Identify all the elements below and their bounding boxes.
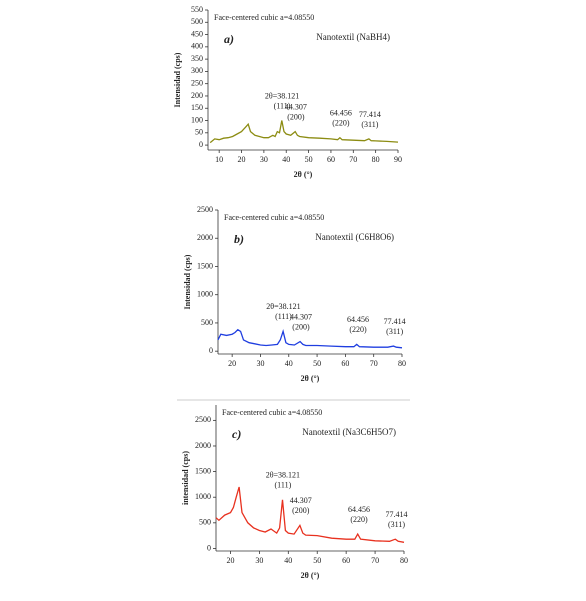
x-tick-label: 40 — [285, 359, 293, 368]
y-tick-label: 500 — [191, 17, 203, 26]
x-axis-label: 2θ (°) — [301, 571, 320, 580]
y-tick-label: 2500 — [195, 415, 211, 424]
x-tick-label: 10 — [215, 155, 223, 164]
x-tick-label: 20 — [226, 556, 234, 565]
series-label: Nanotextil (C6H8O6) — [315, 232, 394, 242]
peak-label: 44.307 — [290, 312, 312, 321]
panel-label: a) — [224, 32, 234, 46]
y-tick-label: 1000 — [197, 290, 213, 299]
peak-label: 77.414 — [384, 317, 406, 326]
peak-hkl: (311) — [386, 327, 403, 336]
peak-hkl: (200) — [292, 506, 310, 515]
panel-label: c) — [232, 427, 241, 441]
data-line — [217, 328, 403, 349]
x-tick-label: 90 — [394, 155, 402, 164]
panel-label: b) — [234, 232, 244, 246]
peak-label: 2θ=38.121 — [265, 91, 299, 100]
y-tick-label: 550 — [191, 5, 203, 14]
data-line — [209, 120, 399, 144]
annotation: Face-centered cubic a=4.08550 — [222, 408, 322, 417]
y-tick-label: 100 — [191, 115, 203, 124]
x-tick-label: 60 — [327, 155, 335, 164]
data-line — [215, 486, 405, 543]
y-tick-label: 0 — [207, 543, 211, 552]
peak-hkl: (111) — [275, 481, 292, 490]
y-axis-label: Intensidad (cps) — [173, 52, 182, 107]
x-axis-label: 2θ (°) — [301, 374, 320, 383]
annotation: Face-centered cubic a=4.08550 — [214, 13, 314, 22]
peak-label: 77.414 — [359, 110, 381, 119]
y-tick-label: 2500 — [197, 205, 213, 214]
peak-hkl: (111) — [275, 312, 292, 321]
peak-hkl: (311) — [361, 120, 378, 129]
y-tick-label: 0 — [209, 346, 213, 355]
y-axis-label: Intensidad (cps) — [183, 254, 192, 309]
x-tick-label: 60 — [341, 359, 349, 368]
x-tick-label: 40 — [284, 556, 292, 565]
y-tick-label: 300 — [191, 66, 203, 75]
y-tick-label: 0 — [199, 140, 203, 149]
y-tick-label: 450 — [191, 29, 203, 38]
y-tick-label: 500 — [201, 318, 213, 327]
peak-label: 44.307 — [285, 102, 307, 111]
peak-label: 77.414 — [386, 510, 408, 519]
peak-label: 44.307 — [290, 496, 312, 505]
y-tick-label: 400 — [191, 42, 203, 51]
x-axis-label: 2θ (°) — [294, 170, 313, 179]
series-label: Nanotextil (NaBH4) — [316, 32, 390, 42]
x-tick-label: 50 — [313, 359, 321, 368]
y-axis-label: intensidad (cps) — [181, 451, 190, 505]
series-label: Nanotextil (Na3C6H5O7) — [302, 427, 396, 437]
x-tick-label: 70 — [371, 556, 379, 565]
peak-label: 64.456 — [348, 505, 370, 514]
x-tick-label: 30 — [260, 155, 268, 164]
peak-hkl: (200) — [292, 322, 310, 331]
x-tick-label: 80 — [398, 359, 406, 368]
y-tick-label: 350 — [191, 54, 203, 63]
peak-label: 64.456 — [347, 315, 369, 324]
peak-label: 2θ=38.121 — [266, 302, 300, 311]
peak-hkl: (311) — [388, 520, 405, 529]
y-tick-label: 200 — [191, 91, 203, 100]
peak-hkl: (220) — [350, 515, 368, 524]
y-tick-label: 1500 — [197, 261, 213, 270]
y-tick-label: 500 — [199, 518, 211, 527]
peak-hkl: (111) — [274, 101, 291, 110]
x-tick-label: 70 — [370, 359, 378, 368]
y-tick-label: 1000 — [195, 492, 211, 501]
x-tick-label: 80 — [372, 155, 380, 164]
x-tick-label: 30 — [256, 359, 264, 368]
peak-hkl: (200) — [287, 112, 305, 121]
x-tick-label: 50 — [313, 556, 321, 565]
x-tick-label: 70 — [349, 155, 357, 164]
x-tick-label: 20 — [238, 155, 246, 164]
y-tick-label: 50 — [195, 128, 203, 137]
peak-label: 2θ=38.121 — [266, 471, 300, 480]
peak-hkl: (220) — [349, 325, 367, 334]
x-tick-label: 20 — [228, 359, 236, 368]
y-tick-label: 150 — [191, 103, 203, 112]
peak-label: 64.456 — [330, 109, 352, 118]
x-tick-label: 40 — [282, 155, 290, 164]
annotation: Face-centered cubic a=4.08550 — [224, 213, 324, 222]
y-tick-label: 2000 — [197, 233, 213, 242]
y-tick-label: 1500 — [195, 466, 211, 475]
x-tick-label: 30 — [255, 556, 263, 565]
peak-hkl: (220) — [332, 119, 350, 128]
x-tick-label: 60 — [342, 556, 350, 565]
x-tick-label: 50 — [305, 155, 313, 164]
y-tick-label: 250 — [191, 79, 203, 88]
y-tick-label: 2000 — [195, 441, 211, 450]
x-tick-label: 80 — [400, 556, 408, 565]
